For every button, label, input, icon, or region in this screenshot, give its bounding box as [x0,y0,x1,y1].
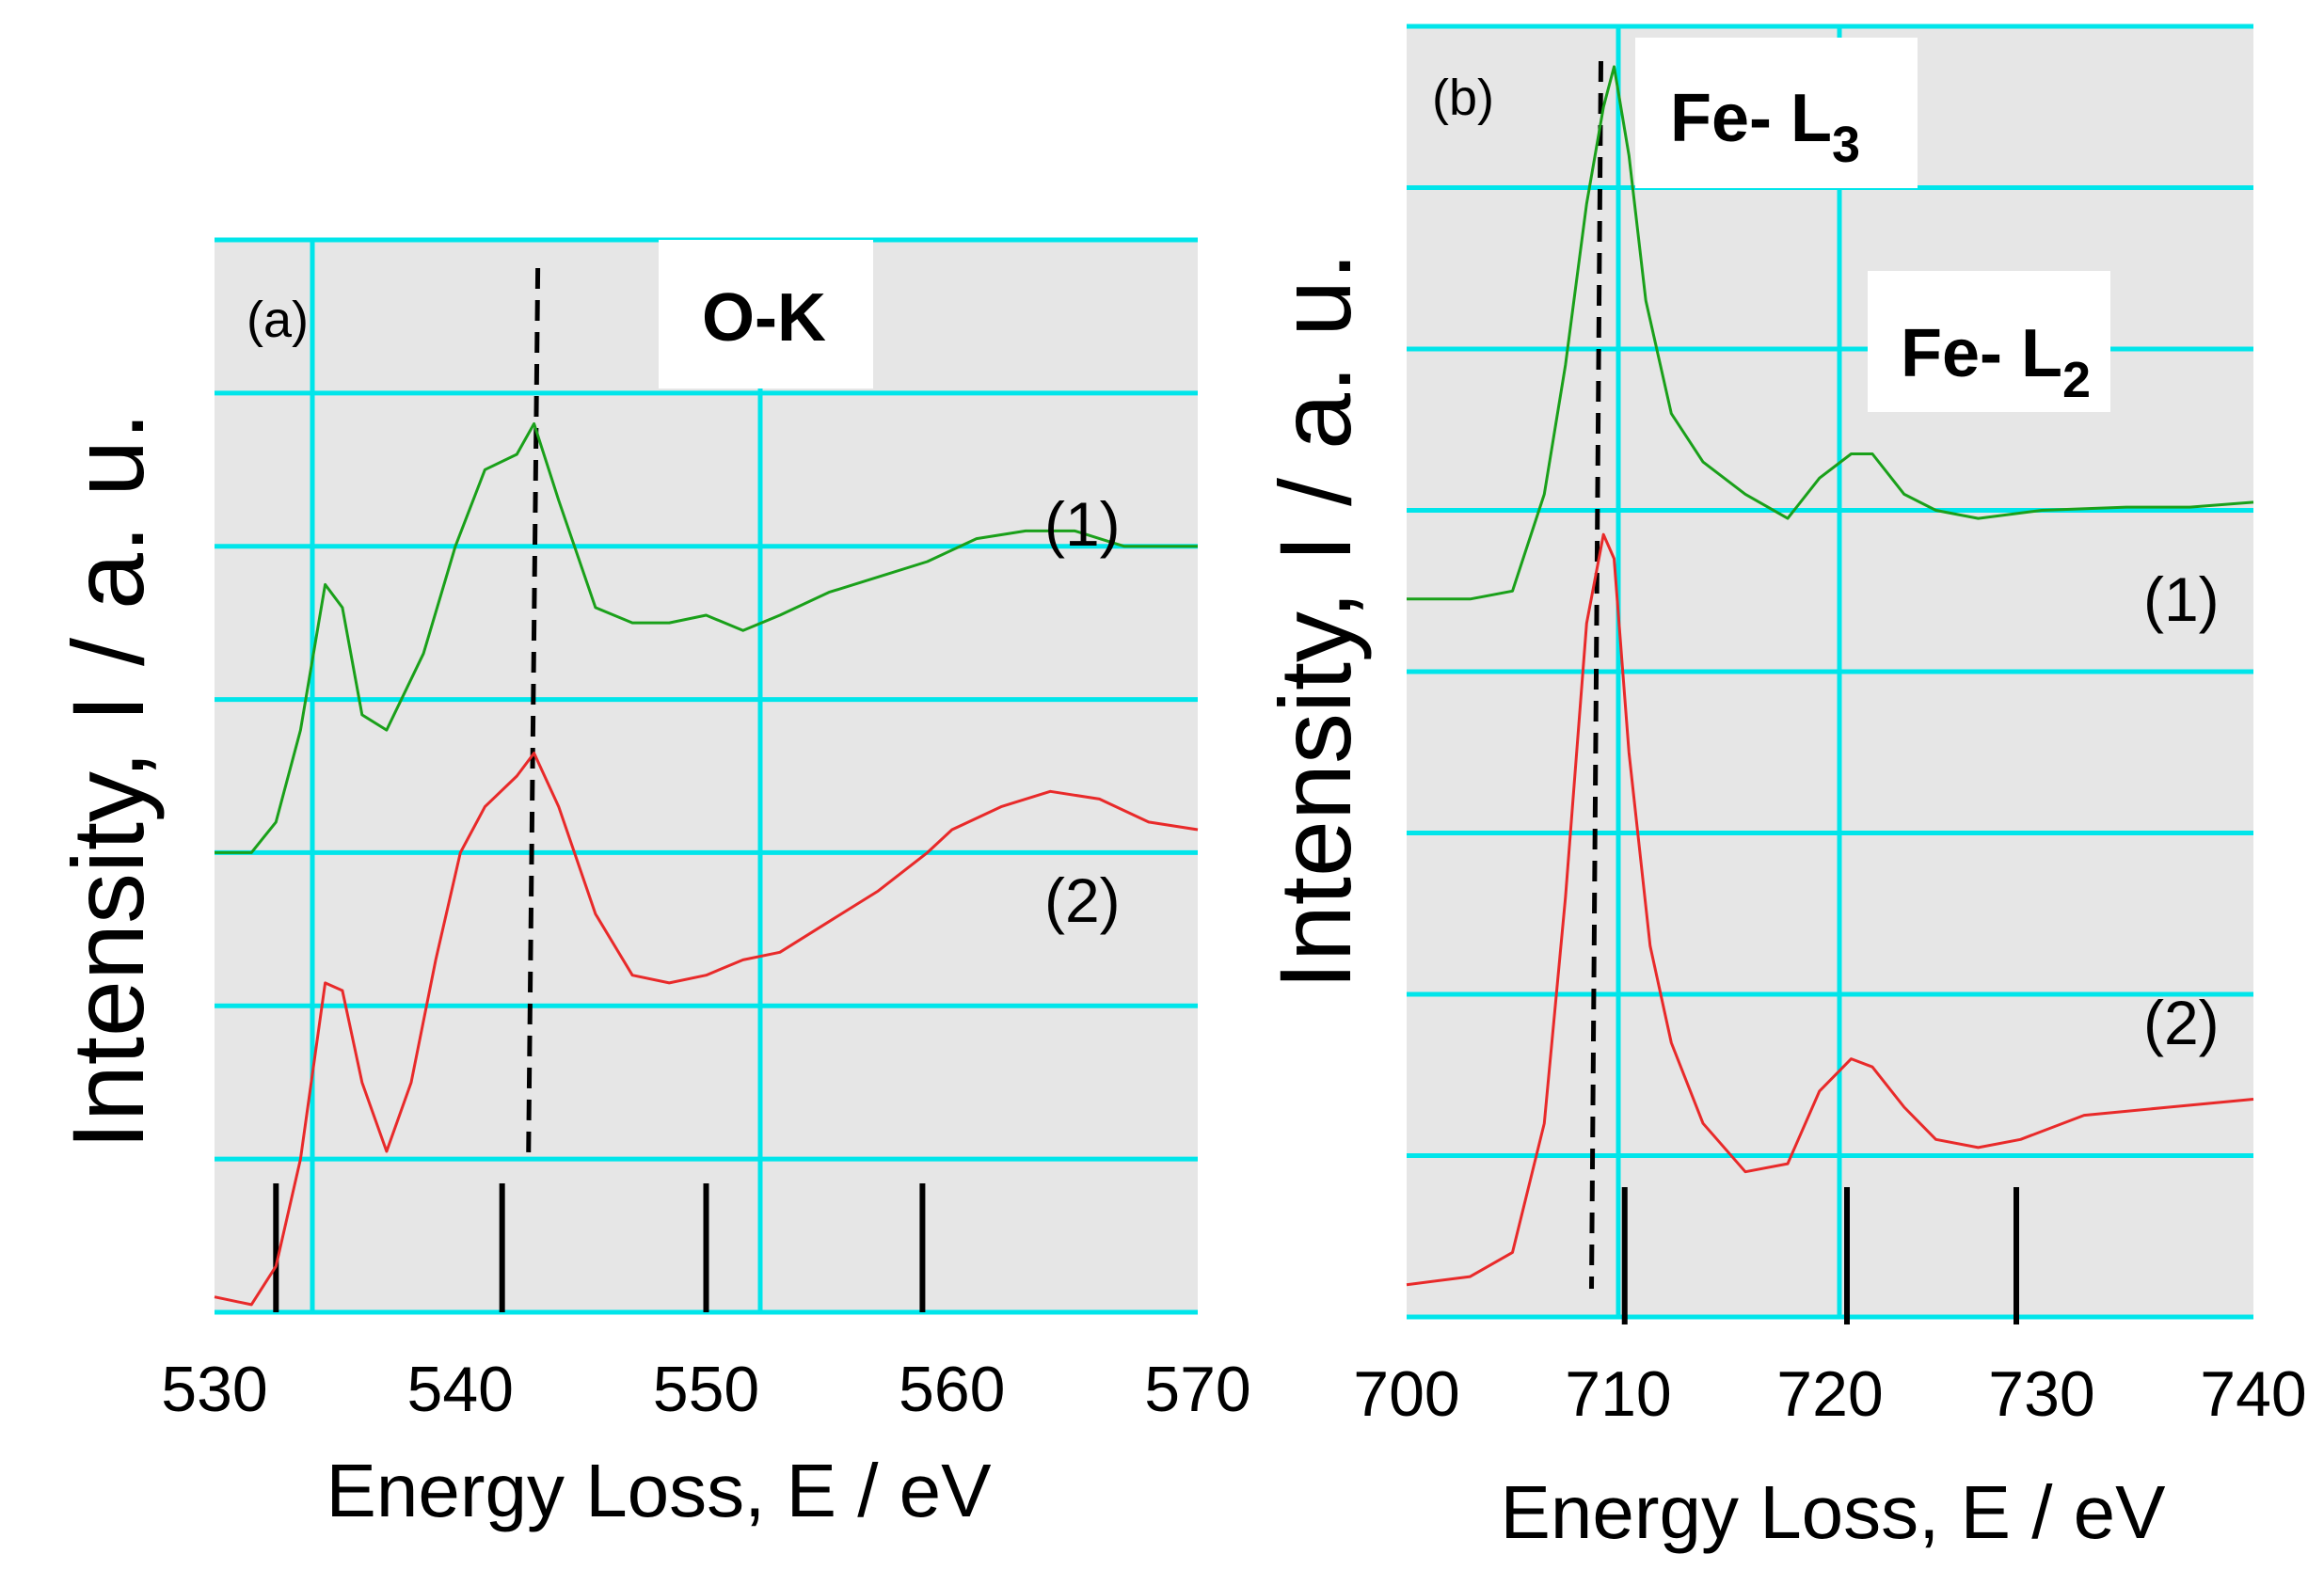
edge-label-box-l2 [1868,271,2110,412]
x-tick-label: 530 [161,1354,267,1425]
series-line-2 [1406,532,2254,1287]
peak-marker-a [526,267,541,1163]
series-label-b-1: (1) [2143,564,2220,634]
panel-label-a: (a) [247,292,309,348]
x-tick-label: 720 [1776,1358,1883,1430]
edge-label-fe-l2: Fe- L2 [1901,316,2091,408]
reference-ticks-a [273,1183,926,1312]
gridlines-a [215,237,1198,1315]
panel-a: O-K (a) (1) (2) 530 540 550 560 570 Energy L… [51,237,1251,1532]
x-tick-label: 560 [899,1354,1005,1425]
edge-label-box-l3 [1635,38,1918,188]
x-tick-label: 540 [407,1354,514,1425]
panel-label-b: (b) [1432,70,1494,126]
plot-area-a [215,240,1198,1312]
panel-b: Fe- L3 Fe- L2 (b) (1) (2) 700 710 720 730 74… [1258,24,2307,1554]
x-tick-label: 710 [1565,1358,1671,1430]
x-tick-label: 740 [2200,1358,2306,1430]
series-line-2 [214,752,1199,1307]
series-label-a-1: (1) [1044,489,1121,559]
gridlines-b [1407,24,2253,1320]
series-group-a [214,421,1199,1307]
series-line-1 [215,421,1198,854]
edge-label-fe-l3: Fe- L3 [1670,81,1860,173]
x-tick-label: 700 [1353,1358,1459,1430]
peak-marker-b [1589,60,1603,1290]
x-axis-label-a: Energy Loss, E / eV [326,1449,992,1532]
series-label-a-2: (2) [1044,865,1121,935]
reference-ticks-b [1621,1187,2019,1324]
x-tick-label: 730 [1988,1358,2094,1430]
x-tick-labels-b: 700 710 720 730 740 [1353,1358,2306,1430]
x-tick-label: 550 [653,1354,759,1425]
edge-label-o-k: O-K [702,280,826,356]
series-line-1 [1407,65,2254,601]
x-tick-labels-a: 530 540 550 560 570 [161,1354,1250,1425]
x-tick-label: 570 [1144,1354,1250,1425]
series-group-b [1406,65,2254,1287]
y-axis-label-a: Intensity, I / a. u. [51,412,165,1150]
series-label-b-2: (2) [2143,988,2220,1057]
edge-label-box-a [659,240,873,389]
x-axis-label-b: Energy Loss, E / eV [1500,1470,2166,1554]
y-axis-label-b: Intensity, I / a. u. [1258,252,1372,990]
